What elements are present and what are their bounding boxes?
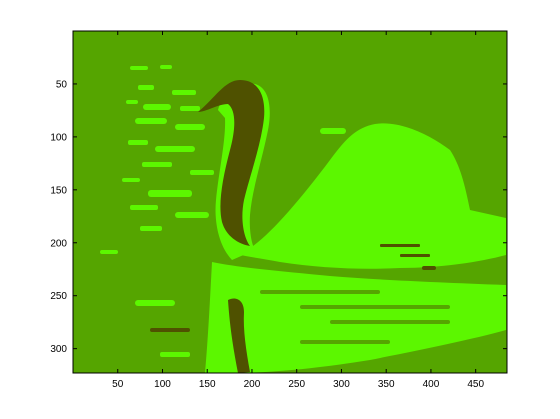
y-tick-label: 150 <box>50 185 67 196</box>
reflection-bands <box>260 290 450 344</box>
y-axis: 50 100 150 200 250 300 <box>50 79 507 355</box>
x-tick-label: 100 <box>154 379 171 390</box>
swan-body <box>230 123 506 269</box>
x-tick-label: 400 <box>423 379 440 390</box>
y-tick-label: 50 <box>56 79 68 90</box>
x-axis: 50 100 150 200 250 300 350 400 450 <box>112 31 484 390</box>
x-tick-label: 250 <box>288 379 305 390</box>
x-tick-label: 200 <box>244 379 261 390</box>
axes-frame <box>72 30 508 374</box>
y-tick-label: 300 <box>50 344 67 355</box>
x-tick-label: 350 <box>378 379 395 390</box>
neck-reflection-dark <box>228 298 250 373</box>
y-tick-label: 100 <box>50 132 67 143</box>
x-tick-label: 300 <box>333 379 350 390</box>
y-tick-label: 200 <box>50 238 67 249</box>
x-tick-label: 450 <box>467 379 484 390</box>
plot-image <box>73 31 507 373</box>
x-tick-label: 50 <box>112 379 124 390</box>
y-tick-label: 250 <box>50 291 67 302</box>
water-ripples-dark <box>150 244 436 332</box>
swan-neck-dark <box>198 80 265 246</box>
swan-reflection <box>205 262 506 373</box>
x-tick-label: 150 <box>199 379 216 390</box>
water-highlights <box>100 65 346 357</box>
